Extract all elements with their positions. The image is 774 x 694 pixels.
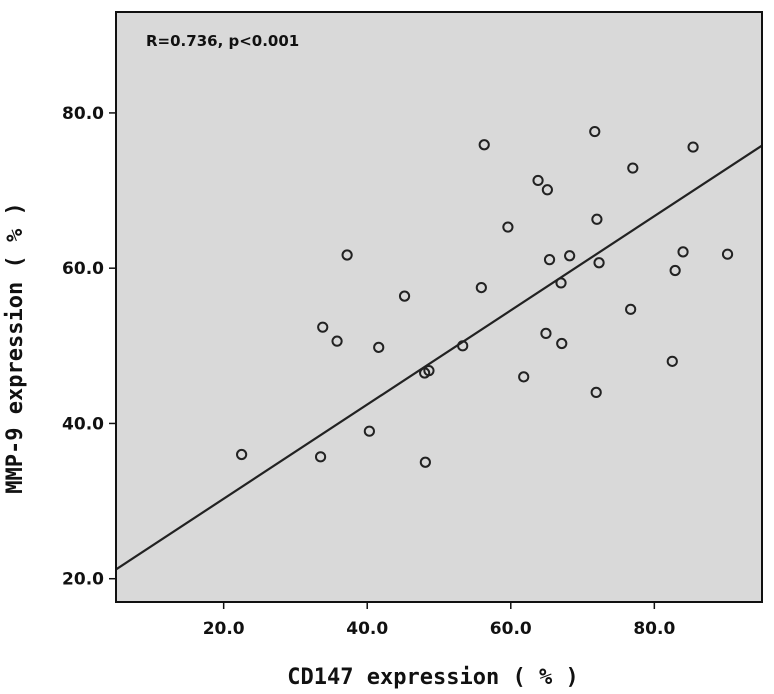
data-point bbox=[555, 277, 567, 289]
x-tick-label: 60.0 bbox=[490, 619, 532, 639]
data-point bbox=[236, 448, 248, 461]
y-tick-label: 60.0 bbox=[62, 259, 104, 279]
x-axis: 20.0 40.0 60.0 80.0 bbox=[203, 602, 675, 639]
x-tick-label: 20.0 bbox=[203, 619, 245, 639]
x-axis-title: CD147 expression ( % ) bbox=[287, 665, 578, 690]
data-point bbox=[721, 248, 734, 260]
y-tick-label: 80.0 bbox=[62, 104, 104, 124]
data-point bbox=[669, 264, 681, 277]
data-point bbox=[625, 303, 637, 315]
data-point bbox=[591, 213, 603, 225]
regression-line bbox=[115, 144, 763, 571]
y-axis: 20.0 40.0 60.0 80.0 bbox=[62, 104, 116, 590]
data-point bbox=[331, 335, 343, 347]
data-point bbox=[564, 250, 576, 262]
data-point bbox=[556, 337, 568, 350]
y-axis-title: MMP-9 expression ( % ) bbox=[3, 202, 28, 493]
plot-frame bbox=[115, 11, 763, 603]
data-point bbox=[541, 184, 553, 196]
data-point bbox=[518, 371, 530, 383]
data-point bbox=[419, 456, 431, 468]
data-point bbox=[423, 365, 435, 377]
data-point bbox=[687, 141, 699, 153]
y-tick-label: 20.0 bbox=[62, 570, 104, 590]
data-point bbox=[543, 254, 556, 266]
data-point bbox=[590, 386, 602, 398]
data-point bbox=[593, 257, 605, 269]
correlation-annotation: R=0.736, p<0.001 bbox=[146, 32, 299, 50]
data-points bbox=[236, 125, 734, 468]
y-tick-label: 40.0 bbox=[62, 414, 104, 434]
data-point bbox=[373, 341, 385, 353]
data-point bbox=[363, 425, 375, 437]
data-point bbox=[398, 290, 411, 302]
x-tick-label: 40.0 bbox=[346, 619, 388, 639]
data-point bbox=[589, 125, 601, 138]
data-point bbox=[457, 340, 469, 352]
data-point bbox=[314, 451, 327, 463]
data-point bbox=[502, 221, 514, 233]
data-point bbox=[478, 139, 490, 151]
data-point bbox=[341, 249, 353, 261]
x-tick-label: 80.0 bbox=[633, 619, 675, 639]
data-point bbox=[627, 162, 639, 174]
data-point bbox=[475, 281, 487, 294]
data-point bbox=[677, 246, 689, 258]
data-point bbox=[666, 355, 678, 367]
data-point bbox=[540, 327, 552, 339]
plot-area bbox=[116, 12, 762, 602]
data-point bbox=[317, 321, 329, 333]
data-point bbox=[532, 174, 544, 187]
